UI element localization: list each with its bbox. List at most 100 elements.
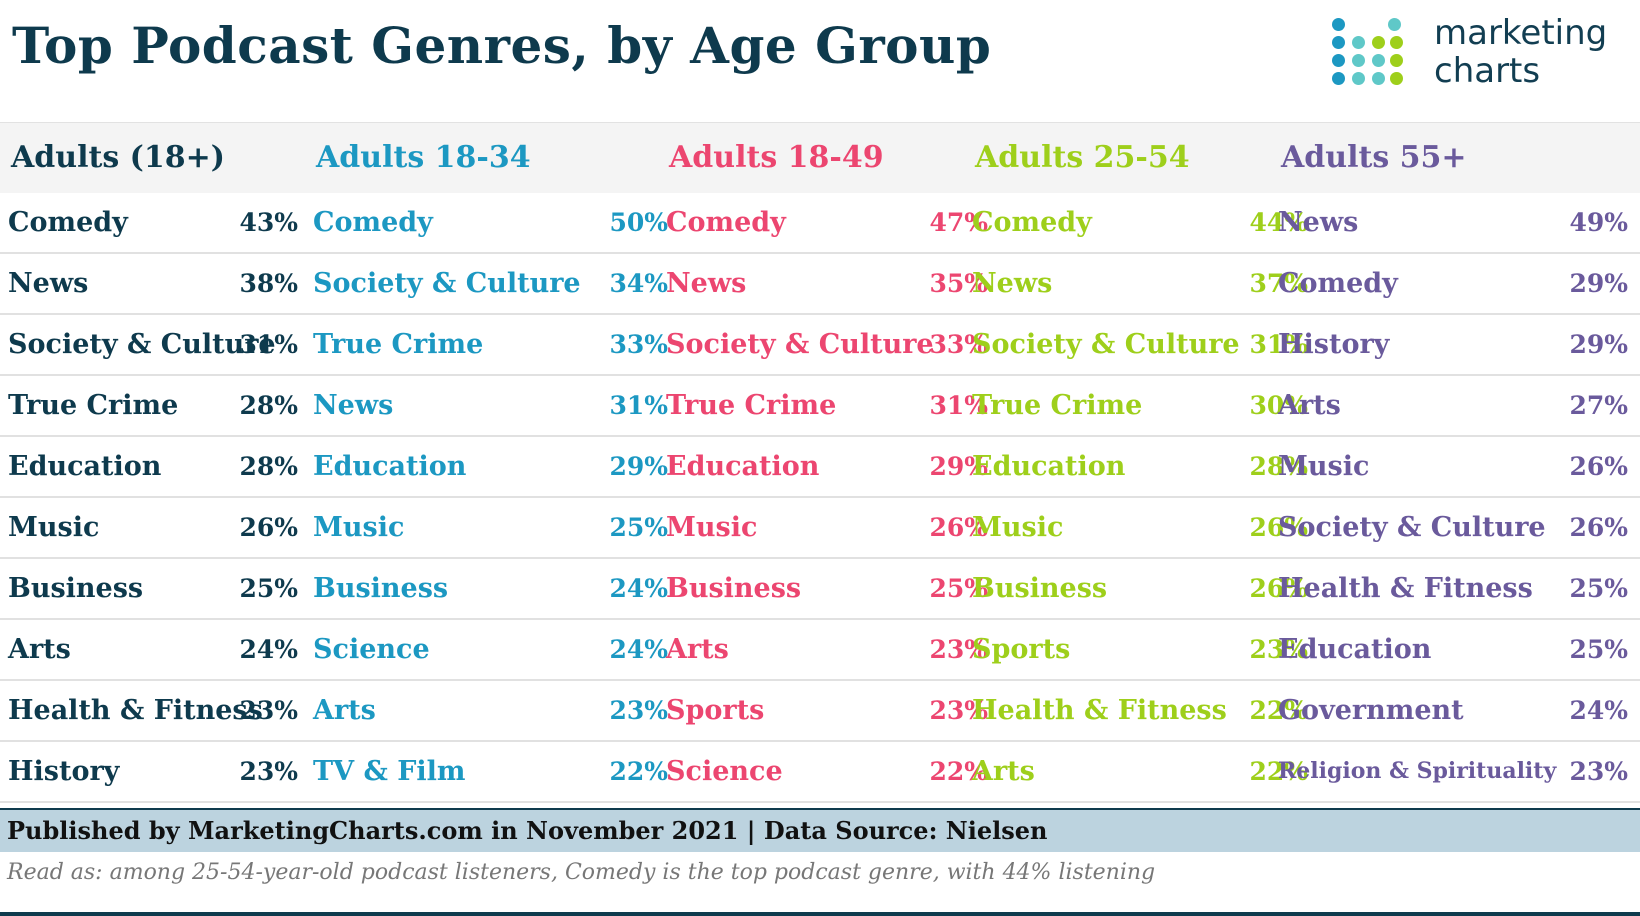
genre-percent: 29% bbox=[1569, 269, 1628, 298]
genre-percent: 26% bbox=[929, 513, 988, 542]
column-header-3: Adults 18-49 bbox=[669, 140, 884, 175]
logo-dot bbox=[1352, 72, 1365, 85]
logo-dot bbox=[1372, 72, 1385, 85]
genre-percent: 38% bbox=[239, 269, 298, 298]
genre-label: Society & Culture bbox=[1278, 512, 1546, 543]
genre-label: Comedy bbox=[8, 207, 128, 238]
genre-label: Arts bbox=[1278, 390, 1341, 421]
genre-percent: 23% bbox=[1569, 757, 1628, 786]
read-as-note: Read as: among 25-54-year-old podcast li… bbox=[7, 860, 1156, 885]
genre-percent: 37% bbox=[1249, 269, 1308, 298]
genre-percent: 24% bbox=[609, 635, 668, 664]
table-row: Music 26% Music 25% Music 26% Music 26% Society … bbox=[0, 498, 1640, 559]
genre-percent: 50% bbox=[609, 208, 668, 237]
genre-table: Comedy 43% Comedy 50% Comedy 47% Comedy 44% News… bbox=[0, 193, 1640, 803]
table-row: True Crime 28% News 31% True Crime 31% True Cr… bbox=[0, 376, 1640, 437]
logo-text: marketing charts bbox=[1434, 14, 1607, 90]
genre-label: Music bbox=[1278, 451, 1370, 482]
genre-percent: 33% bbox=[609, 330, 668, 359]
genre-percent: 22% bbox=[929, 757, 988, 786]
table-row: Education 28% Education 29% Education 29% Educ… bbox=[0, 437, 1640, 498]
genre-percent: 26% bbox=[1569, 452, 1628, 481]
logo-dot bbox=[1332, 72, 1345, 85]
genre-label: Science bbox=[666, 756, 783, 787]
logo-dot bbox=[1352, 36, 1365, 49]
genre-label: News bbox=[666, 268, 747, 299]
genre-percent: 27% bbox=[1569, 391, 1628, 420]
genre-percent: 23% bbox=[929, 635, 988, 664]
genre-label: Business bbox=[972, 573, 1108, 604]
genre-percent: 25% bbox=[239, 574, 298, 603]
genre-percent: 22% bbox=[1249, 757, 1308, 786]
genre-percent: 31% bbox=[239, 330, 298, 359]
genre-percent: 25% bbox=[1569, 574, 1628, 603]
logo-line-2: charts bbox=[1434, 51, 1541, 91]
genre-label: True Crime bbox=[666, 390, 837, 421]
genre-percent: 23% bbox=[239, 696, 298, 725]
genre-label: Science bbox=[313, 634, 430, 665]
genre-label: Religion & Spirituality bbox=[1278, 758, 1557, 784]
genre-percent: 22% bbox=[609, 757, 668, 786]
genre-percent: 29% bbox=[609, 452, 668, 481]
marketing-charts-logo[interactable]: marketing charts bbox=[1328, 14, 1628, 94]
genre-percent: 23% bbox=[1249, 635, 1308, 664]
genre-percent: 34% bbox=[609, 269, 668, 298]
genre-label: News bbox=[313, 390, 394, 421]
table-row: Business 25% Business 24% Business 25% Busines… bbox=[0, 559, 1640, 620]
genre-percent: 25% bbox=[929, 574, 988, 603]
column-header-bar: Adults (18+) Adults 18-34 Adults 18-49 Adul… bbox=[0, 122, 1640, 193]
genre-label: True Crime bbox=[313, 329, 484, 360]
genre-percent: 43% bbox=[239, 208, 298, 237]
published-by-text: Published by MarketingCharts.com in Nove… bbox=[7, 816, 1048, 845]
genre-percent: 25% bbox=[609, 513, 668, 542]
logo-dot bbox=[1352, 54, 1365, 67]
genre-label: Arts bbox=[8, 634, 71, 665]
genre-label: Music bbox=[8, 512, 100, 543]
genre-label: Education bbox=[666, 451, 820, 482]
genre-label: Education bbox=[8, 451, 162, 482]
genre-label: Health & Fitness bbox=[972, 695, 1227, 726]
genre-label: Arts bbox=[666, 634, 729, 665]
genre-label: History bbox=[8, 756, 120, 787]
genre-percent: 30% bbox=[1249, 391, 1308, 420]
genre-label: Arts bbox=[972, 756, 1035, 787]
genre-label: Society & Culture bbox=[313, 268, 581, 299]
genre-label: Health & Fitness bbox=[1278, 573, 1533, 604]
column-header-2: Adults 18-34 bbox=[316, 140, 531, 175]
logo-dot bbox=[1390, 54, 1403, 67]
table-row: History 23% TV & Film 22% Science 22% Arts 22% R… bbox=[0, 742, 1640, 803]
genre-percent: 23% bbox=[239, 757, 298, 786]
genre-label: News bbox=[972, 268, 1053, 299]
genre-percent: 28% bbox=[1249, 452, 1308, 481]
logo-dot bbox=[1332, 54, 1345, 67]
chart-title: Top Podcast Genres, by Age Group bbox=[12, 16, 992, 75]
genre-label: Sports bbox=[666, 695, 765, 726]
genre-percent: 25% bbox=[1569, 635, 1628, 664]
table-row: Comedy 43% Comedy 50% Comedy 47% Comedy 44% News… bbox=[0, 193, 1640, 254]
column-header-4: Adults 25-54 bbox=[975, 140, 1190, 175]
genre-percent: 24% bbox=[1569, 696, 1628, 725]
genre-label: History bbox=[1278, 329, 1390, 360]
genre-percent: 28% bbox=[239, 452, 298, 481]
genre-percent: 47% bbox=[929, 208, 988, 237]
genre-label: Comedy bbox=[313, 207, 433, 238]
genre-percent: 24% bbox=[609, 574, 668, 603]
genre-label: Arts bbox=[313, 695, 376, 726]
genre-percent: 31% bbox=[929, 391, 988, 420]
table-row: Health & Fitness 23% Arts 23% Sports 23% Healt… bbox=[0, 681, 1640, 742]
genre-percent: 26% bbox=[1249, 574, 1308, 603]
logo-dot bbox=[1390, 72, 1403, 85]
genre-percent: 22% bbox=[1249, 696, 1308, 725]
logo-dot bbox=[1332, 18, 1345, 31]
logo-dot bbox=[1372, 36, 1385, 49]
genre-label: Music bbox=[666, 512, 758, 543]
genre-label: Comedy bbox=[666, 207, 786, 238]
genre-label: Society & Culture bbox=[666, 329, 934, 360]
genre-percent: 23% bbox=[929, 696, 988, 725]
column-header-5: Adults 55+ bbox=[1281, 140, 1467, 175]
genre-percent: 44% bbox=[1249, 208, 1308, 237]
genre-label: True Crime bbox=[972, 390, 1143, 421]
genre-label: Education bbox=[1278, 634, 1432, 665]
genre-label: News bbox=[1278, 207, 1359, 238]
genre-percent: 26% bbox=[239, 513, 298, 542]
